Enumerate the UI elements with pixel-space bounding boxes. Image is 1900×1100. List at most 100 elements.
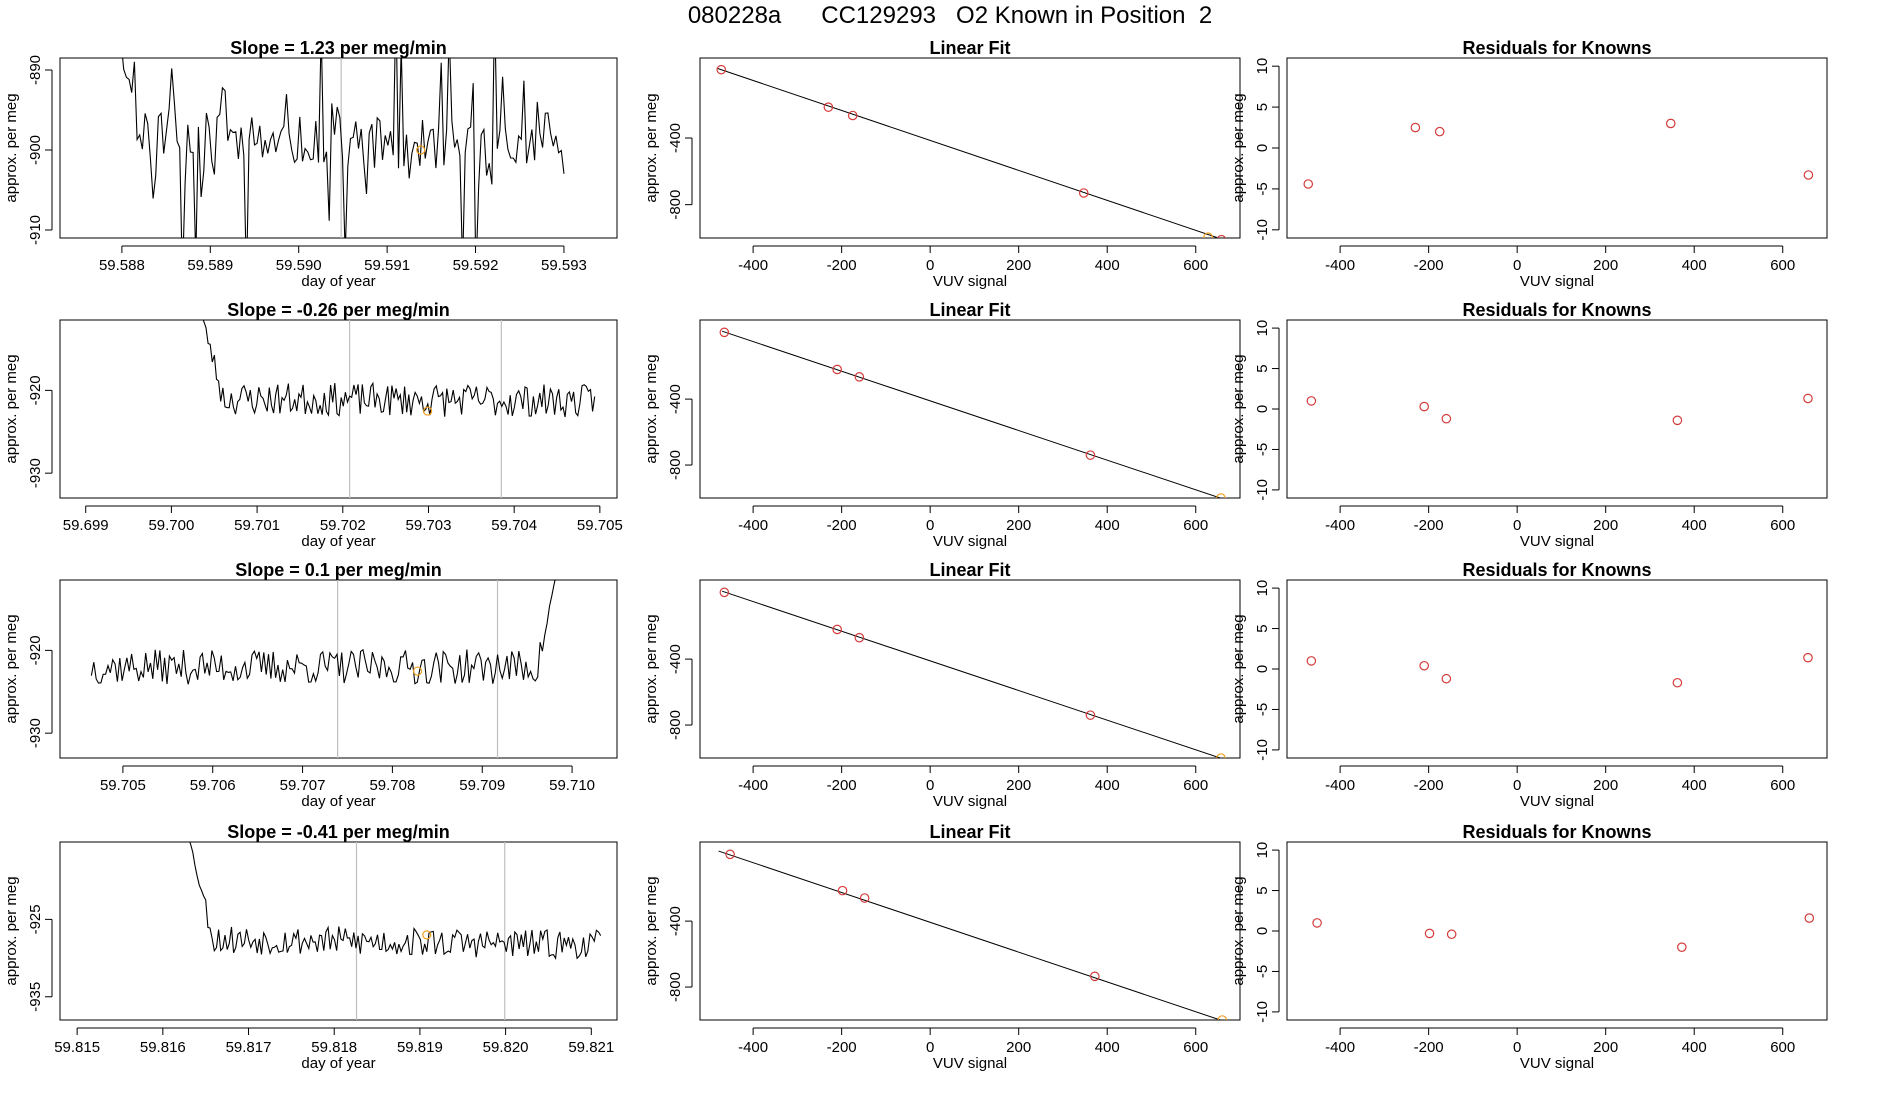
x-axis-label: VUV signal bbox=[933, 1055, 1007, 1072]
data-point bbox=[854, 632, 865, 643]
y-tick-label: -800 bbox=[667, 710, 684, 740]
plot-area bbox=[1303, 118, 1814, 189]
y-axis-label: approx. per meg bbox=[3, 614, 20, 723]
x-axis-label: VUV signal bbox=[933, 793, 1007, 810]
y-tick-label: -800 bbox=[667, 972, 684, 1002]
y-axis-label: approx. per meg bbox=[3, 354, 20, 463]
y-tick-label: -5 bbox=[1254, 182, 1271, 195]
x-tick-label: -200 bbox=[1414, 517, 1444, 534]
y-axis-label: approx. per meg bbox=[643, 614, 660, 723]
data-point bbox=[859, 893, 870, 903]
x-tick-label: 59.818 bbox=[311, 1039, 357, 1056]
fit-line bbox=[717, 68, 1220, 238]
x-tick-label: 0 bbox=[1513, 777, 1521, 794]
x-tick-label: 200 bbox=[1006, 517, 1031, 534]
series-line bbox=[202, 320, 596, 418]
x-tick-label: 200 bbox=[1593, 257, 1618, 274]
y-axis-label: approx. per meg bbox=[3, 93, 20, 202]
x-tick-label: 59.705 bbox=[577, 517, 623, 534]
y-tick-label: -5 bbox=[1254, 443, 1271, 456]
panel-title: Residuals for Knowns bbox=[1462, 38, 1651, 58]
data-point bbox=[1677, 942, 1687, 952]
panel-title: Residuals for Knowns bbox=[1462, 300, 1651, 320]
x-tick-label: 400 bbox=[1682, 777, 1707, 794]
highlight-point bbox=[423, 406, 433, 416]
y-tick-label: -920 bbox=[27, 635, 44, 665]
panel-title: Linear Fit bbox=[929, 38, 1010, 58]
x-tick-label: -400 bbox=[1325, 517, 1355, 534]
x-tick-label: 400 bbox=[1682, 517, 1707, 534]
panel-title: Linear Fit bbox=[929, 560, 1010, 580]
x-tick-label: 59.819 bbox=[397, 1039, 443, 1056]
data-point bbox=[1803, 170, 1814, 180]
series-line bbox=[122, 58, 565, 238]
x-tick-label: 59.816 bbox=[140, 1039, 186, 1056]
y-axis-label: approx. per meg bbox=[1230, 354, 1247, 463]
plot-frame bbox=[59, 841, 618, 1021]
data-point bbox=[1419, 660, 1430, 671]
panel-title: Residuals for Knowns bbox=[1462, 822, 1651, 842]
highlight-point bbox=[1217, 1015, 1228, 1020]
plot-area bbox=[719, 587, 1226, 758]
y-axis-label: approx. per meg bbox=[3, 876, 20, 985]
panel-4-2: Linear Fit -400 -200 0 200 400 600 VUV signal -4… bbox=[643, 822, 1241, 1072]
x-tick-label: -200 bbox=[827, 777, 857, 794]
x-tick-label: 0 bbox=[926, 777, 934, 794]
x-axis-label: VUV signal bbox=[1520, 273, 1594, 290]
data-point bbox=[832, 364, 843, 375]
x-tick-label: 600 bbox=[1183, 777, 1208, 794]
y-tick-label: 10 bbox=[1254, 320, 1271, 337]
x-tick-label: 59.588 bbox=[99, 257, 145, 274]
x-tick-label: 600 bbox=[1183, 1039, 1208, 1056]
x-tick-label: -400 bbox=[738, 257, 768, 274]
y-tick-label: -925 bbox=[27, 904, 44, 934]
y-tick-label: -400 bbox=[667, 644, 684, 674]
x-tick-label: -400 bbox=[738, 777, 768, 794]
figure-title: 080228a CC129293 O2 Known in Position 2 bbox=[687, 2, 1213, 29]
data-point bbox=[1303, 179, 1314, 189]
y-axis-label: approx. per meg bbox=[643, 876, 660, 985]
y-axis-label: approx. per meg bbox=[1230, 876, 1247, 985]
data-point bbox=[823, 102, 834, 112]
x-tick-label: 59.710 bbox=[549, 777, 595, 794]
y-tick-label: -5 bbox=[1254, 965, 1271, 978]
data-point bbox=[1216, 234, 1226, 238]
plot-frame bbox=[59, 319, 618, 499]
y-tick-label: 5 bbox=[1254, 364, 1271, 372]
data-point bbox=[1312, 918, 1322, 928]
x-tick-label: -400 bbox=[738, 517, 768, 534]
y-tick-label: -800 bbox=[667, 190, 684, 220]
x-tick-label: 59.706 bbox=[190, 777, 236, 794]
x-tick-label: 600 bbox=[1770, 517, 1795, 534]
plot-area bbox=[716, 64, 1226, 238]
plot-frame bbox=[59, 57, 618, 239]
y-tick-label: 10 bbox=[1254, 58, 1271, 75]
x-tick-label: -200 bbox=[827, 517, 857, 534]
data-point bbox=[832, 624, 843, 635]
x-axis-label: day of year bbox=[301, 533, 375, 550]
highlight-point bbox=[1216, 753, 1226, 758]
highlight-point bbox=[1216, 493, 1226, 498]
x-tick-label: 200 bbox=[1006, 1039, 1031, 1056]
x-axis-label: VUV signal bbox=[1520, 793, 1594, 810]
plot-area bbox=[1306, 652, 1813, 688]
plot-area bbox=[189, 842, 602, 1020]
panel-2-3: Residuals for Knowns -400 -200 0 200 400 600 VU… bbox=[1230, 300, 1828, 550]
y-tick-label: 0 bbox=[1254, 144, 1271, 152]
panel-2-1: Slope = -0.26 per meg/min 59.699 59.700 59.… bbox=[3, 300, 623, 550]
x-tick-label: -200 bbox=[827, 1039, 857, 1056]
data-point bbox=[1804, 913, 1815, 923]
x-tick-label: 400 bbox=[1682, 257, 1707, 274]
data-point bbox=[1424, 928, 1435, 939]
data-point bbox=[1803, 393, 1813, 404]
y-tick-label: -930 bbox=[27, 718, 44, 748]
x-tick-label: 400 bbox=[1095, 777, 1120, 794]
data-point bbox=[847, 110, 858, 121]
x-tick-label: 0 bbox=[1513, 257, 1521, 274]
plot-frame bbox=[1286, 319, 1828, 499]
fit-line bbox=[721, 330, 1222, 498]
x-axis-label: VUV signal bbox=[1520, 1055, 1594, 1072]
y-tick-label: 10 bbox=[1254, 580, 1271, 597]
plot-area bbox=[718, 849, 1228, 1020]
data-point bbox=[1441, 413, 1452, 424]
